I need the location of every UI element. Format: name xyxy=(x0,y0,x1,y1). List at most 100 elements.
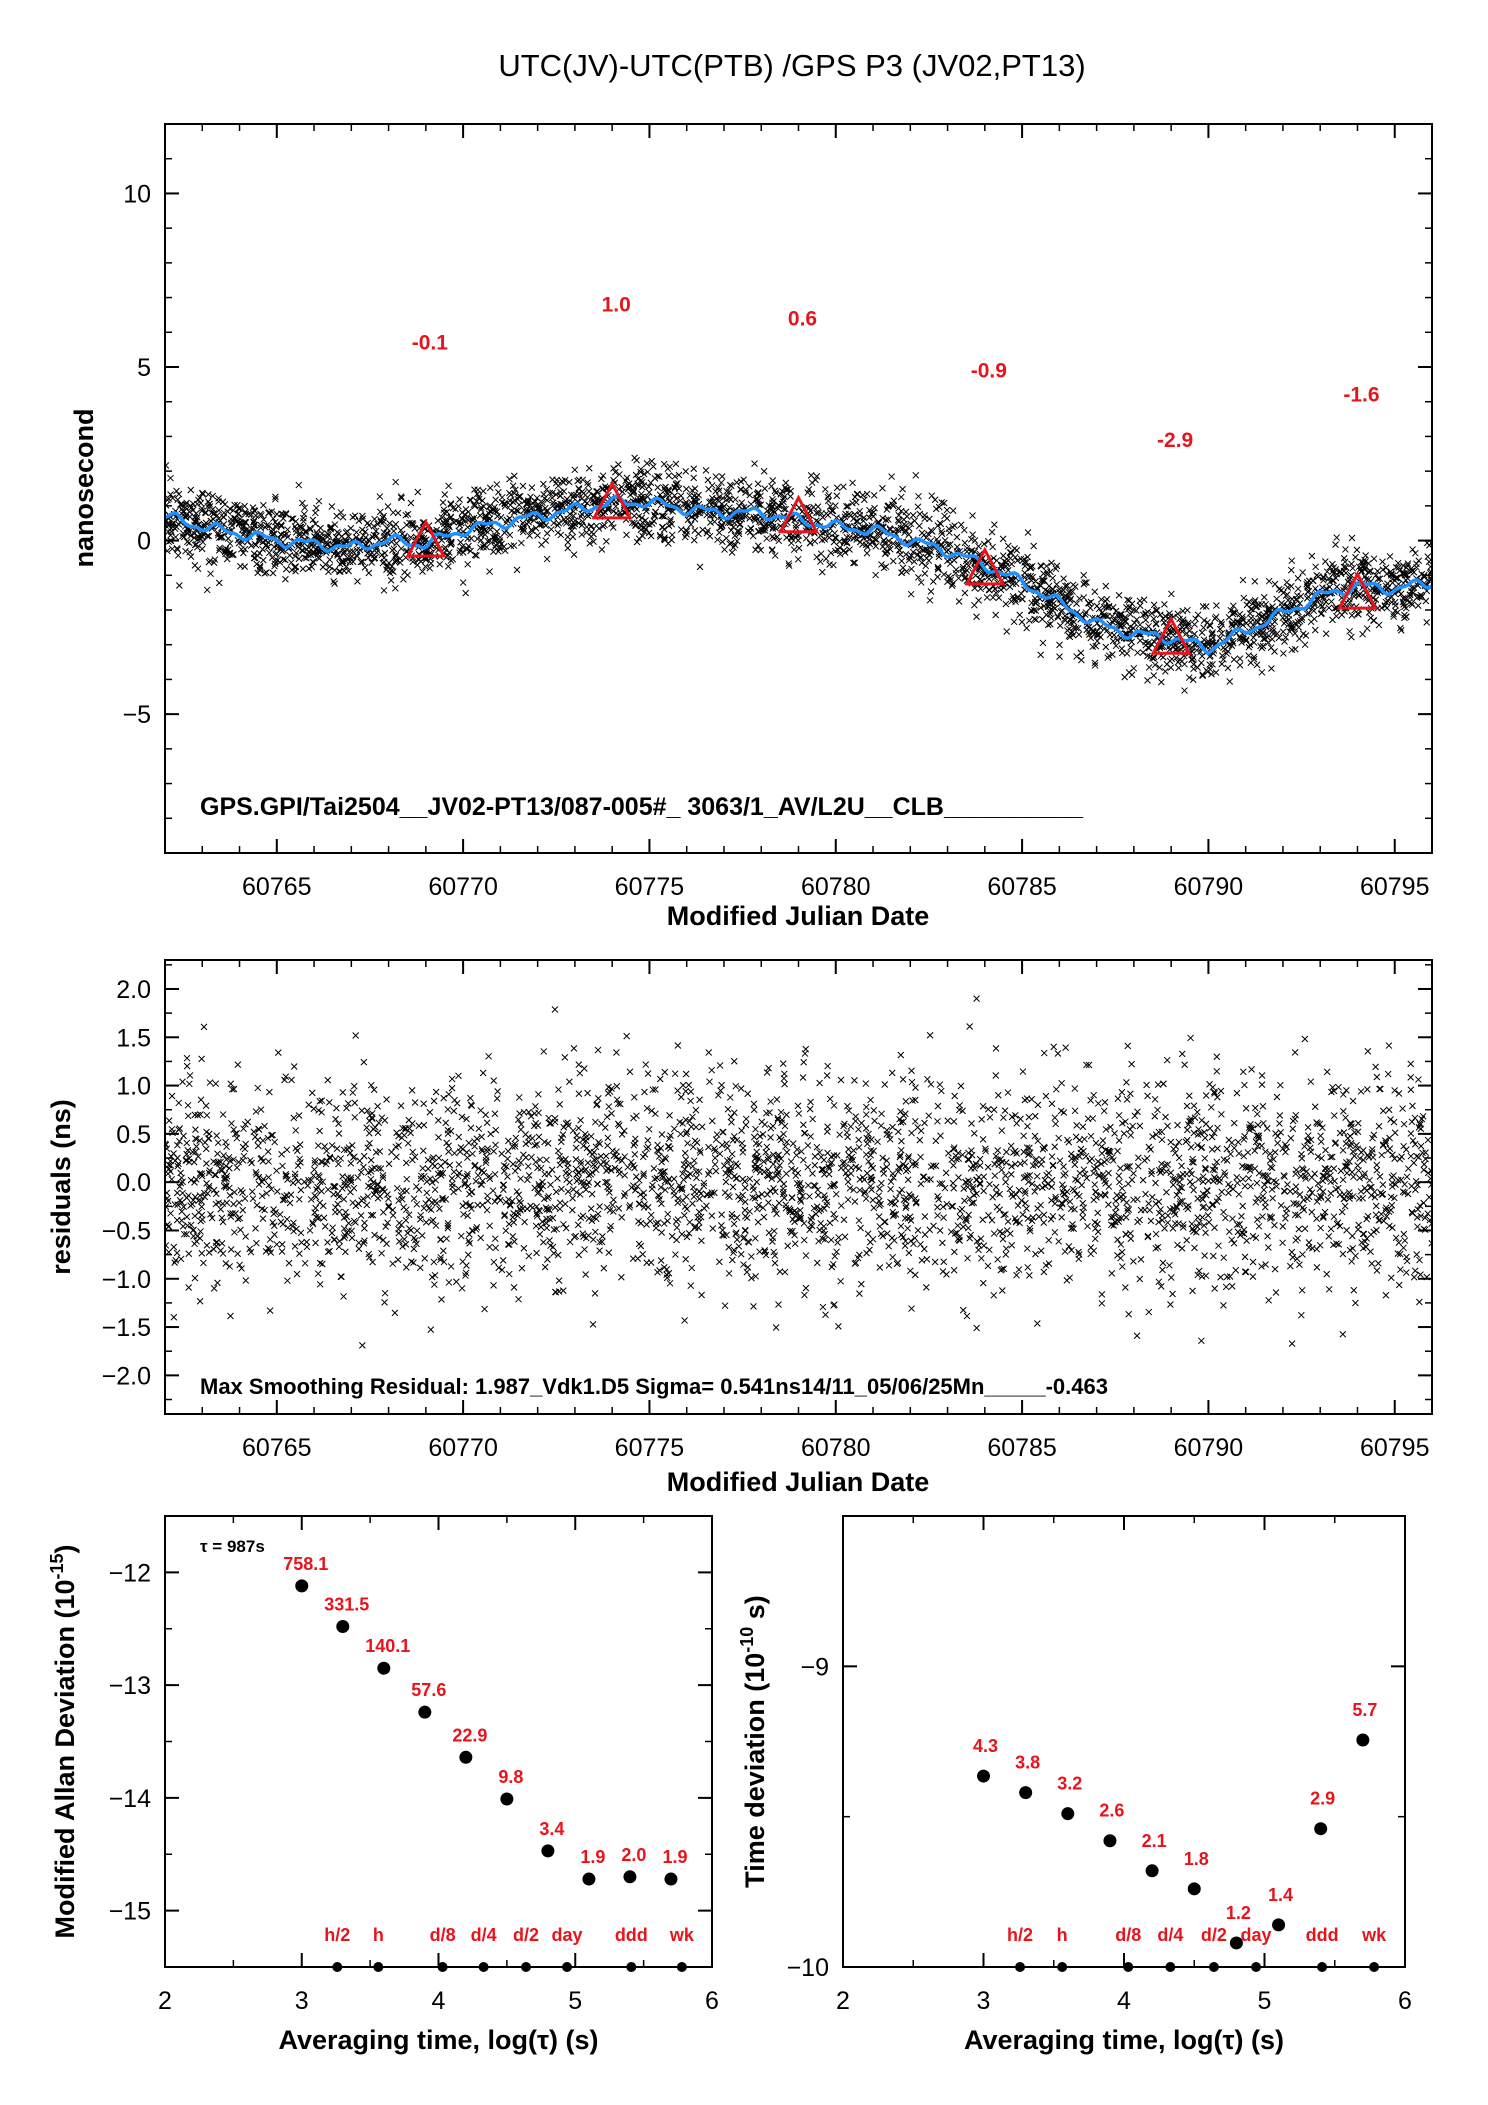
data-point xyxy=(336,568,344,576)
data-point xyxy=(1275,585,1283,593)
data-point xyxy=(660,460,668,468)
residual-point xyxy=(321,1142,329,1150)
data-point xyxy=(1303,578,1311,586)
residual-point xyxy=(823,1128,831,1135)
residual-point xyxy=(1085,1061,1093,1069)
data-point xyxy=(355,517,363,525)
data-point xyxy=(198,504,206,512)
data-point xyxy=(924,530,932,538)
residual-point xyxy=(737,1250,745,1258)
residual-point xyxy=(1410,1159,1418,1167)
data-point xyxy=(259,556,267,564)
data-point xyxy=(1048,614,1055,622)
residual-point xyxy=(808,1222,816,1230)
residual-point xyxy=(1265,1296,1272,1304)
data-point xyxy=(1188,656,1195,663)
residual-point xyxy=(1026,1272,1033,1279)
data-point xyxy=(1044,621,1052,629)
residual-point xyxy=(366,1111,374,1119)
data-point xyxy=(752,513,760,521)
residual-point xyxy=(395,1197,403,1204)
data-point xyxy=(1183,622,1190,630)
residual-point xyxy=(776,1161,784,1169)
data-point xyxy=(524,497,532,504)
data-point xyxy=(467,547,474,555)
data-point xyxy=(765,502,773,509)
residual-point xyxy=(830,1152,838,1159)
residual-point xyxy=(1342,1114,1349,1122)
data-point xyxy=(757,546,765,554)
data-point xyxy=(859,524,867,531)
residual-point xyxy=(1328,1153,1336,1161)
x-axis-label: Modified Julian Date xyxy=(667,901,930,931)
data-point xyxy=(1359,630,1366,638)
data-point xyxy=(833,484,841,492)
data-point xyxy=(1415,557,1423,565)
residual-point xyxy=(728,1214,736,1221)
residual-point xyxy=(503,1163,510,1170)
data-point xyxy=(714,536,721,544)
data-point xyxy=(728,549,736,556)
data-point xyxy=(292,549,300,557)
residual-point xyxy=(765,1199,772,1206)
data-point xyxy=(1344,578,1352,586)
data-point xyxy=(284,526,291,533)
residual-point xyxy=(397,1192,405,1199)
data-point xyxy=(768,482,775,490)
data-point xyxy=(656,531,664,539)
residual-point xyxy=(711,1154,719,1162)
residual-point xyxy=(467,1094,474,1102)
residual-point xyxy=(348,1227,356,1235)
data-point xyxy=(1075,631,1083,638)
data-point xyxy=(1091,659,1099,667)
residual-point xyxy=(1420,1199,1428,1207)
residual-point xyxy=(1424,1169,1432,1177)
data-point xyxy=(464,516,472,524)
residual-point xyxy=(1071,1206,1078,1213)
residual-point xyxy=(1055,1238,1063,1245)
data-point xyxy=(1080,571,1088,579)
residual-point xyxy=(556,1101,564,1108)
data-point xyxy=(472,502,479,509)
data-point xyxy=(457,538,464,546)
residual-point xyxy=(700,1179,708,1187)
data-point xyxy=(787,493,794,500)
data-point xyxy=(215,579,223,587)
residual-point xyxy=(340,1225,348,1232)
data-point xyxy=(478,497,486,504)
data-point xyxy=(665,497,673,505)
data-point xyxy=(1370,617,1377,624)
data-point xyxy=(921,512,928,519)
data-point xyxy=(337,537,344,545)
residual-point xyxy=(1415,1153,1423,1161)
residual-point xyxy=(561,1053,569,1061)
data-point xyxy=(224,535,232,542)
data-point xyxy=(1318,609,1326,617)
data-point xyxy=(1200,624,1207,632)
data-point xyxy=(296,531,304,539)
data-point xyxy=(977,585,984,593)
data-point xyxy=(1109,603,1117,611)
data-point xyxy=(496,545,504,553)
data-point xyxy=(1038,577,1046,585)
residual-point xyxy=(692,1106,700,1114)
residual-point xyxy=(1395,1090,1403,1097)
data-point xyxy=(1037,562,1045,569)
residual-point xyxy=(1317,1224,1324,1232)
residual-point xyxy=(323,1147,330,1155)
data-point xyxy=(869,512,877,520)
residual-point xyxy=(1026,1171,1034,1179)
residual-point xyxy=(389,1260,397,1268)
data-point xyxy=(1105,602,1113,610)
data-point xyxy=(816,558,824,565)
data-point xyxy=(231,514,239,522)
data-point xyxy=(1303,580,1311,588)
data-point xyxy=(967,535,975,543)
residual-point xyxy=(844,1102,851,1110)
residual-point xyxy=(934,1102,942,1110)
data-point xyxy=(625,484,633,491)
data-point xyxy=(826,530,833,538)
residual-point xyxy=(1241,1132,1248,1140)
residual-point xyxy=(593,1155,600,1163)
